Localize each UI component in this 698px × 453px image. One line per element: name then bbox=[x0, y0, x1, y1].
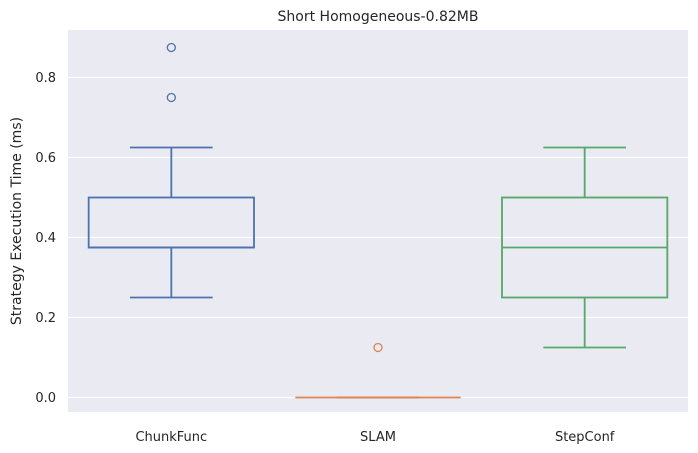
boxes-group bbox=[87, 42, 669, 399]
y-tick-label: 0.0 bbox=[35, 391, 56, 406]
box-chunkfunc bbox=[87, 42, 255, 299]
x-tick-label: StepConf bbox=[555, 430, 615, 445]
y-tick-label: 0.4 bbox=[35, 231, 56, 246]
y-tick-labels: 0.0 0.2 0.4 0.6 0.8 bbox=[35, 71, 56, 406]
chart-title: Short Homogeneous-0.82MB bbox=[278, 9, 479, 25]
outlier-point bbox=[373, 342, 383, 353]
x-tick-label: SLAM bbox=[360, 430, 396, 445]
box-slam bbox=[295, 342, 461, 399]
y-tick-label: 0.2 bbox=[35, 311, 56, 326]
x-tick-label: ChunkFunc bbox=[135, 430, 207, 445]
box-stepconf bbox=[501, 146, 669, 349]
y-axis-label: Strategy Execution Time (ms) bbox=[9, 117, 25, 325]
plot-area bbox=[68, 30, 688, 412]
y-tick-label: 0.6 bbox=[35, 151, 56, 166]
y-tick-label: 0.8 bbox=[35, 71, 56, 86]
outlier-point bbox=[166, 42, 176, 53]
outlier-point bbox=[166, 92, 176, 103]
x-tick-labels: ChunkFunc SLAM StepConf bbox=[135, 430, 614, 445]
